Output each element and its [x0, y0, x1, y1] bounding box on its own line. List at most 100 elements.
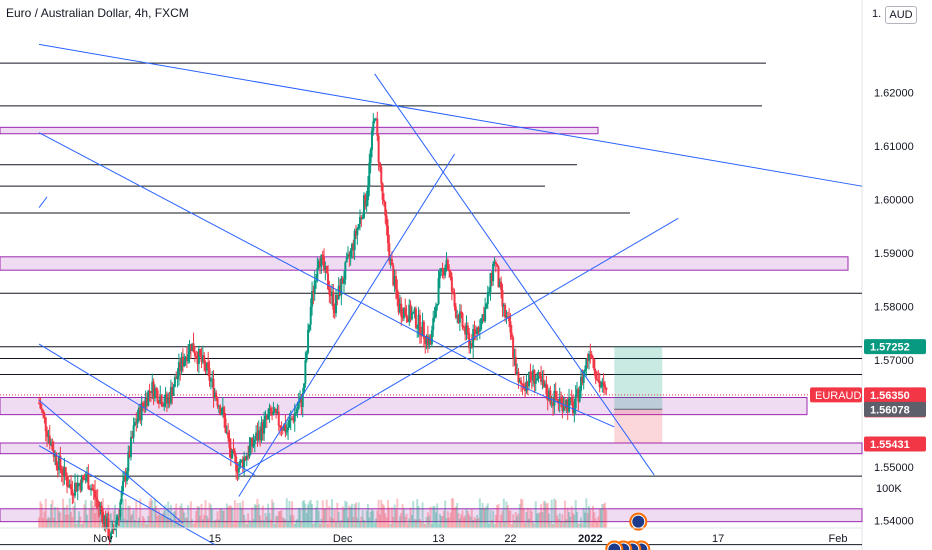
volume-bar — [348, 505, 351, 528]
volume-bar — [139, 498, 142, 528]
volume-bar — [149, 498, 152, 528]
volume-bar — [232, 522, 235, 528]
candle-body — [161, 405, 164, 407]
candle-body — [66, 476, 69, 486]
candle-body — [348, 254, 351, 258]
candle-body — [350, 243, 353, 251]
volume-bar — [398, 516, 401, 528]
volume-bar — [265, 516, 268, 528]
volume-bar — [500, 514, 503, 528]
candle-body — [128, 452, 131, 457]
volume-bar — [145, 523, 148, 528]
candle-body — [281, 429, 284, 431]
y-tick-label: 1.62000 — [874, 88, 914, 100]
candle-body — [177, 362, 180, 376]
volume-bar — [412, 501, 415, 528]
candle-body — [362, 195, 365, 218]
volume-bar — [94, 513, 97, 528]
volume-bar — [382, 505, 385, 528]
currency-button[interactable]: AUD — [885, 6, 917, 24]
candle-body — [43, 413, 46, 418]
volume-bar — [58, 511, 61, 528]
volume-bar — [380, 499, 383, 528]
volume-bar — [469, 516, 472, 528]
x-tick-label: Dec — [333, 533, 353, 545]
candle-body — [416, 327, 419, 329]
candle-body — [277, 411, 280, 426]
candle-body — [602, 382, 605, 385]
volume-bar — [311, 504, 314, 528]
volume-bar — [566, 507, 569, 528]
candle-body — [517, 371, 520, 383]
candle-body — [484, 307, 487, 322]
volume-bar — [237, 521, 240, 528]
candle-body — [104, 516, 107, 529]
candle-body — [160, 395, 163, 406]
x-tick-label: 15 — [209, 533, 221, 545]
volume-bar — [458, 518, 461, 528]
candle-body — [275, 408, 278, 414]
volume-bar — [280, 509, 283, 528]
candle-body — [508, 317, 511, 322]
candle-body — [247, 455, 250, 457]
candle-body — [305, 352, 308, 361]
candle-body — [328, 289, 331, 295]
volume-bar — [177, 518, 180, 528]
candle-body — [573, 408, 576, 414]
volume-bar — [460, 514, 463, 528]
candle-body — [116, 516, 119, 521]
candle-body — [143, 406, 146, 408]
volume-bar — [457, 513, 460, 528]
volume-bar — [281, 517, 284, 528]
candle-body — [295, 412, 298, 414]
volume-bar — [169, 505, 172, 528]
candle-body — [133, 422, 136, 426]
candle-body — [164, 394, 167, 404]
volume-bar — [496, 505, 499, 528]
volume-bar — [466, 511, 469, 528]
volume-bar — [397, 521, 400, 528]
candle-body — [576, 389, 579, 395]
volume-bar — [173, 511, 176, 528]
volume-bar — [143, 518, 146, 528]
candle-body — [540, 375, 543, 382]
candle-body — [509, 321, 512, 333]
candle-body — [448, 269, 451, 272]
candle-body — [255, 432, 258, 441]
volume-bar — [240, 507, 243, 528]
candle-body — [155, 388, 158, 391]
volume-bar — [417, 505, 420, 528]
volume-bar — [384, 513, 387, 528]
candle-body — [373, 119, 376, 122]
volume-bar — [453, 508, 456, 528]
volume-bar — [102, 498, 104, 528]
candle-body — [493, 261, 496, 264]
price-label — [864, 401, 926, 417]
candle-body — [450, 276, 453, 292]
volume-bar — [339, 522, 342, 528]
candle-body — [291, 418, 294, 420]
volume-bar — [107, 504, 110, 528]
volume-bar — [392, 516, 395, 528]
volume-bar — [473, 516, 476, 528]
candle-body — [55, 454, 58, 466]
volume-bar — [369, 511, 372, 528]
trend-line — [38, 132, 511, 382]
y-tick-label: 1.58000 — [874, 302, 914, 314]
volume-bar — [492, 510, 495, 528]
candle-body — [397, 298, 400, 313]
volume-bar — [207, 518, 210, 528]
candle-body — [176, 375, 179, 379]
candle-body — [38, 402, 41, 404]
volume-bar — [179, 506, 182, 528]
volume-bar — [484, 508, 487, 528]
candle-body — [94, 490, 97, 498]
volume-bar — [381, 503, 384, 528]
candle-body — [331, 291, 334, 296]
volume-bar — [376, 510, 379, 528]
volume-bar — [544, 501, 547, 528]
candle-body — [172, 386, 175, 397]
volume-bar — [333, 509, 336, 528]
candle-body — [424, 338, 427, 344]
